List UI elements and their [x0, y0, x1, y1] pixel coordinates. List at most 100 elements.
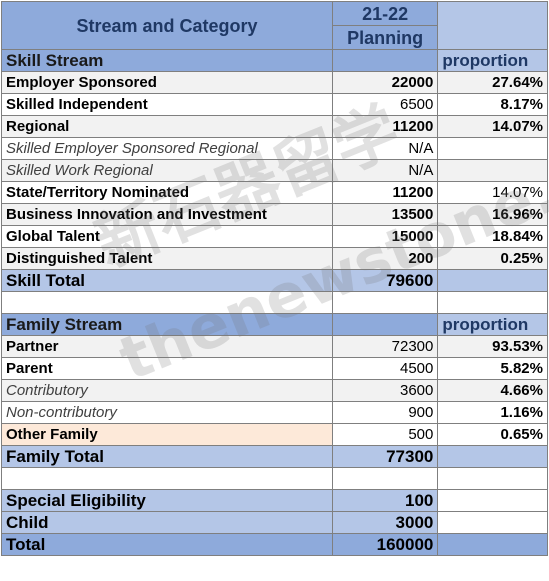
category-proportion	[437, 159, 548, 182]
spacer-cell	[1, 467, 333, 490]
category-name: Partner	[1, 335, 333, 358]
category-name: Skilled Employer Sponsored Regional	[1, 137, 333, 160]
child-empty	[437, 511, 548, 534]
category-value: 6500	[331, 93, 439, 116]
header-planning: Planning	[331, 25, 439, 50]
corner-watermark: Chi na2au	[436, 556, 533, 578]
spacer-cell	[437, 467, 548, 490]
category-value: 900	[331, 401, 439, 424]
category-name: Employer Sponsored	[1, 71, 333, 94]
table-row: State/Territory Nominated 11200 14.07%	[1, 181, 548, 204]
category-value: 72300	[331, 335, 439, 358]
child-label: Child	[1, 511, 333, 534]
category-proportion: 16.96%	[437, 203, 548, 226]
category-value: 22000	[331, 71, 439, 94]
category-proportion: 93.53%	[437, 335, 548, 358]
family-total-empty	[437, 445, 548, 468]
header-row-1: Stream and Category 21-22	[1, 1, 548, 50]
category-value: 15000	[331, 225, 439, 248]
header-empty	[437, 1, 548, 50]
skill-total-label: Skill Total	[1, 269, 333, 292]
skill-total-row: Skill Total 79600	[1, 269, 548, 292]
category-proportion: 5.82%	[437, 357, 548, 380]
table-row: Other Family 500 0.65%	[1, 423, 548, 446]
skill-stream-empty	[331, 49, 439, 72]
category-value: 11200	[331, 181, 439, 204]
family-proportion-label: proportion	[437, 313, 548, 336]
grand-total-label: Total	[1, 533, 333, 556]
table-row: Skilled Independent 6500 8.17%	[1, 93, 548, 116]
family-total-row: Family Total 77300	[1, 445, 548, 468]
category-value: 200	[331, 247, 439, 270]
category-name: Skilled Independent	[1, 93, 333, 116]
category-name: Business Innovation and Investment	[1, 203, 333, 226]
category-name: Global Talent	[1, 225, 333, 248]
category-proportion	[437, 137, 548, 160]
table-row: Parent 4500 5.82%	[1, 357, 548, 380]
category-value: N/A	[331, 159, 439, 182]
table-row: Partner 72300 93.53%	[1, 335, 548, 358]
table-row: Skilled Employer Sponsored Regional N/A	[1, 137, 548, 160]
category-proportion: 18.84%	[437, 225, 548, 248]
category-value: 500	[331, 423, 439, 446]
spacer-cell	[331, 291, 439, 314]
family-stream-title: Family Stream	[1, 313, 333, 336]
table-row: Contributory 3600 4.66%	[1, 379, 548, 402]
family-total-value: 77300	[331, 445, 439, 468]
category-value: 11200	[331, 115, 439, 138]
category-name: Other Family	[1, 423, 333, 446]
table-row: Regional 11200 14.07%	[1, 115, 548, 138]
family-stream-empty	[331, 313, 439, 336]
spacer-cell	[1, 291, 333, 314]
special-eligibility-label: Special Eligibility	[1, 489, 333, 512]
skill-stream-title: Skill Stream	[1, 49, 333, 72]
special-eligibility-row: Special Eligibility 100	[1, 489, 548, 512]
category-proportion: 14.07%	[437, 181, 548, 204]
child-row: Child 3000	[1, 511, 548, 534]
category-proportion: 0.65%	[437, 423, 548, 446]
category-name: Regional	[1, 115, 333, 138]
skill-total-empty	[437, 269, 548, 292]
spacer-row	[1, 291, 548, 314]
spacer-cell	[437, 291, 548, 314]
spacer-cell	[331, 467, 439, 490]
category-value: N/A	[331, 137, 439, 160]
skill-proportion-label: proportion	[437, 49, 548, 72]
child-value: 3000	[331, 511, 439, 534]
category-proportion: 1.16%	[437, 401, 548, 424]
table-row: Distinguished Talent 200 0.25%	[1, 247, 548, 270]
skill-total-value: 79600	[331, 269, 439, 292]
skill-stream-header-row: Skill Stream proportion	[1, 49, 548, 72]
category-name: Contributory	[1, 379, 333, 402]
header-year: 21-22	[331, 1, 439, 26]
category-proportion: 14.07%	[437, 115, 548, 138]
family-total-label: Family Total	[1, 445, 333, 468]
spacer-row	[1, 467, 548, 490]
special-eligibility-empty	[437, 489, 548, 512]
category-value: 3600	[331, 379, 439, 402]
grand-total-empty	[437, 533, 548, 556]
special-eligibility-value: 100	[331, 489, 439, 512]
category-proportion: 27.64%	[437, 71, 548, 94]
table-row: Business Innovation and Investment 13500…	[1, 203, 548, 226]
table-row: Employer Sponsored 22000 27.64%	[1, 71, 548, 94]
category-name: Parent	[1, 357, 333, 380]
category-name: State/Territory Nominated	[1, 181, 333, 204]
table-row: Non-contributory 900 1.16%	[1, 401, 548, 424]
grand-total-value: 160000	[331, 533, 439, 556]
category-proportion: 8.17%	[437, 93, 548, 116]
category-value: 13500	[331, 203, 439, 226]
table-row: Skilled Work Regional N/A	[1, 159, 548, 182]
header-stream-category: Stream and Category	[1, 1, 333, 50]
category-name: Non-contributory	[1, 401, 333, 424]
category-name: Skilled Work Regional	[1, 159, 333, 182]
category-proportion: 4.66%	[437, 379, 548, 402]
category-name: Distinguished Talent	[1, 247, 333, 270]
header-row-2: Planning	[2, 25, 548, 50]
grand-total-row: Total 160000	[1, 533, 548, 556]
table-row: Global Talent 15000 18.84%	[1, 225, 548, 248]
family-stream-header-row: Family Stream proportion	[1, 313, 548, 336]
immigration-planning-table: Stream and Category 21-22 Planning Skill…	[1, 1, 548, 556]
category-proportion: 0.25%	[437, 247, 548, 270]
category-value: 4500	[331, 357, 439, 380]
